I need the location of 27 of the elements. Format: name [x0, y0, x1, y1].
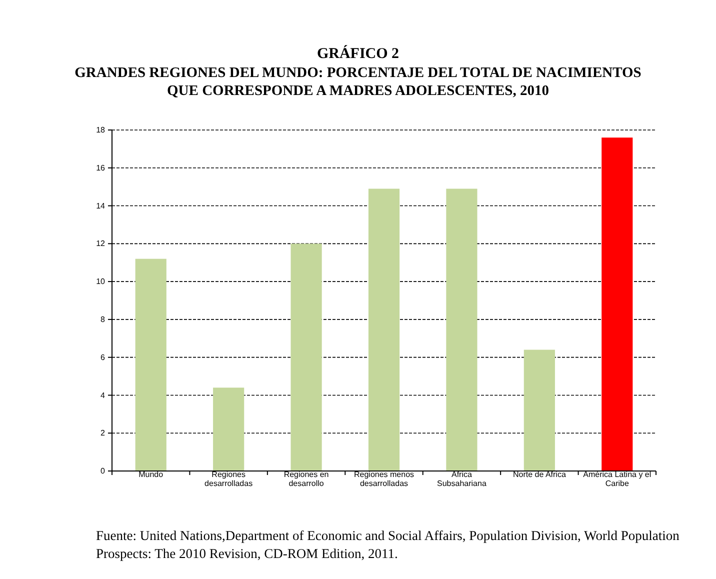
- y-tick-label: 16: [96, 163, 106, 172]
- y-tick-label: 12: [96, 239, 106, 248]
- x-tick-label: Regiones en desarrollo: [284, 470, 329, 488]
- bar: [290, 244, 322, 471]
- chart-title: GRÁFICO 2: [316, 45, 400, 62]
- y-tick-label: 6: [100, 352, 106, 362]
- x-tick-label: América Latina y el Caribe: [583, 470, 652, 488]
- y-tick-label: 14: [96, 201, 106, 210]
- y-tick-label: 10: [96, 277, 106, 286]
- bar: [368, 188, 400, 471]
- bar: [602, 138, 633, 471]
- y-tick-label: 8: [100, 315, 106, 324]
- bar: [135, 258, 166, 471]
- bar: [213, 388, 244, 471]
- x-tick-label: Regiones desarrolladas: [204, 470, 253, 488]
- chart-subtitle: GRANDES REGIONES DEL MUNDO: PORCENTAJE DEL TOTAL DE NACIMIENTOS QUE CORRESPONDE A MADRES ADOLESCENTES, 2010: [74, 65, 642, 99]
- x-tick-label: Norte de Africa: [512, 470, 566, 479]
- bar: [446, 188, 478, 471]
- y-tick-label: 2: [100, 428, 106, 438]
- x-tick-label: Africa Subsahariana: [437, 470, 487, 488]
- x-tick-label: Regiones menos desarrolladas: [354, 470, 414, 488]
- y-tick-label: 0: [100, 466, 106, 476]
- x-tick-label: Mundo: [138, 470, 164, 479]
- source-note: Fuente: United Nations,Department of Economic and Social Affairs, Population Division, World Population Prospects: The 2010 Revision, CD-ROM Edition, 2011.: [96, 528, 680, 561]
- bar: [524, 350, 555, 471]
- y-tick-label: 4: [100, 390, 106, 400]
- y-tick-label: 18: [96, 126, 106, 135]
